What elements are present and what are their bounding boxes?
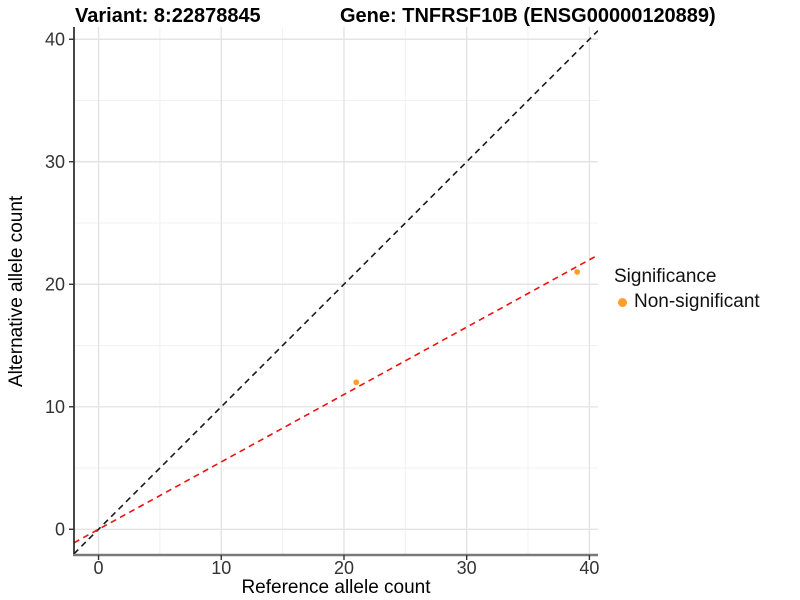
gene-title: Gene: TNFRSF10B (ENSG00000120889) bbox=[340, 5, 716, 27]
variant-title: Variant: 8:22878845 bbox=[75, 5, 261, 27]
legend: Significance Non-significant bbox=[612, 266, 760, 313]
y-tick-label: 0 bbox=[55, 519, 65, 539]
x-tick-label: 0 bbox=[94, 558, 104, 578]
legend-dot-icon bbox=[618, 297, 627, 307]
x-tick-label: 30 bbox=[457, 558, 477, 578]
legend-title: Significance bbox=[614, 266, 717, 287]
legend-item: Non-significant bbox=[612, 291, 760, 313]
y-tick-label: 10 bbox=[45, 397, 65, 417]
y-tick-label: 20 bbox=[45, 274, 65, 294]
data-point bbox=[574, 269, 581, 275]
x-tick-label: 10 bbox=[211, 558, 231, 578]
x-axis-title: Reference allele count bbox=[241, 577, 431, 598]
identity-line bbox=[74, 30, 598, 555]
legend-item-label: Non-significant bbox=[634, 291, 760, 312]
y-tick-label: 40 bbox=[45, 29, 65, 49]
fit-line bbox=[74, 254, 598, 544]
x-tick-label: 40 bbox=[579, 558, 599, 578]
data-point bbox=[353, 379, 360, 386]
y-axis-title: Alternative allele count bbox=[6, 195, 27, 387]
x-tick-label: 20 bbox=[334, 558, 354, 578]
panel-background bbox=[74, 27, 598, 555]
y-tick-label: 30 bbox=[45, 152, 65, 172]
